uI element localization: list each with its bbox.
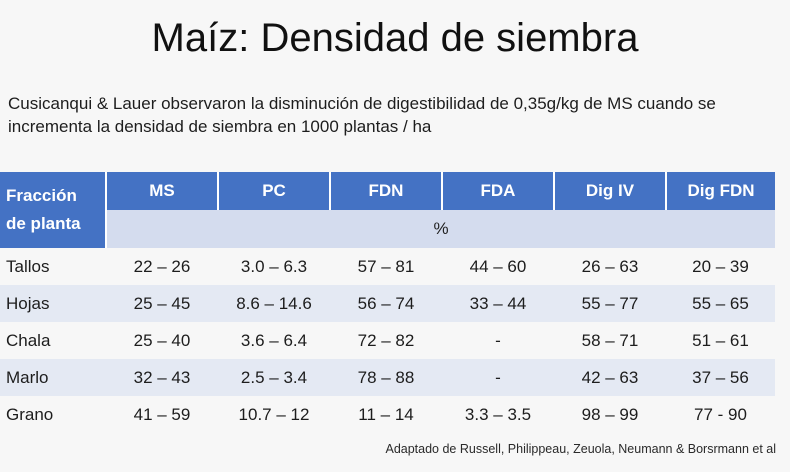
column-header-dig-fdn: Dig FDN <box>665 172 775 210</box>
row-label: Hojas <box>0 285 106 322</box>
table-cell: 3.0 – 6.3 <box>240 256 308 276</box>
table-cell: 55 – 77 <box>554 285 666 322</box>
column-header-ms: MS <box>105 172 218 210</box>
table-cell: 51 – 61 <box>692 330 749 350</box>
table-cell: 10.7 – 12 <box>238 404 310 424</box>
corner-label-line2: de planta <box>6 214 81 233</box>
table-cell: 37 – 56 <box>666 359 775 396</box>
table-cell: 56 – 74 <box>330 285 442 322</box>
table-cell: 8.6 – 14.6 <box>218 285 330 322</box>
table-cell: 33 – 44 <box>442 285 554 322</box>
unit-row: % <box>0 210 775 248</box>
table-cell: 3.6 – 6.4 <box>240 330 308 350</box>
table-cell: - <box>495 330 501 350</box>
corner-header: Fracción de planta <box>0 172 107 248</box>
table-row: Chala 25 – 40 3.6 – 6.4 72 – 82 - 58 – 7… <box>0 322 775 359</box>
row-label: Tallos <box>6 256 50 276</box>
table-cell: 2.5 – 3.4 <box>218 359 330 396</box>
table-cell: 44 – 60 <box>469 256 527 276</box>
table-cell: 98 – 99 <box>581 404 639 424</box>
intro-text: Cusicanqui & Lauer observaron la disminu… <box>8 94 716 136</box>
table-cell: 42 – 63 <box>554 359 666 396</box>
table-cell: 3.3 – 3.5 <box>464 404 532 424</box>
table-cell: 11 – 14 <box>358 404 414 424</box>
table-cell: 78 – 88 <box>330 359 442 396</box>
table-cell: 26 – 63 <box>581 256 639 276</box>
table-cell: 77 - 90 <box>694 404 747 424</box>
table-cell: 22 – 26 <box>133 256 191 276</box>
composition-table: Fracción de planta MS PC FDN FDA Dig IV … <box>0 172 775 433</box>
unit-label: % <box>106 210 775 248</box>
column-header-fdn: FDN <box>329 172 442 210</box>
table-row: Hojas 25 – 45 8.6 – 14.6 56 – 74 33 – 44… <box>0 285 775 322</box>
table-cell: 41 – 59 <box>133 404 191 424</box>
row-label: Marlo <box>0 359 106 396</box>
table-cell: - <box>442 359 554 396</box>
row-label: Grano <box>6 404 54 424</box>
table-row: Grano 41 – 59 10.7 – 12 11 – 14 3.3 – 3.… <box>0 396 775 433</box>
table-cell: 25 – 45 <box>106 285 218 322</box>
table-cell: 57 – 81 <box>357 256 415 276</box>
row-label: Chala <box>6 330 51 350</box>
column-header-pc: PC <box>217 172 330 210</box>
table-row: Tallos 22 – 26 3.0 – 6.3 57 – 81 44 – 60… <box>0 248 775 285</box>
table-cell: 55 – 65 <box>666 285 775 322</box>
column-header-fda: FDA <box>441 172 554 210</box>
table-cell: 32 – 43 <box>106 359 218 396</box>
table-cell: 20 – 39 <box>692 256 749 276</box>
corner-label-line1: Fracción <box>6 186 77 205</box>
table-cell: 58 – 71 <box>581 330 639 350</box>
header-row: Fracción de planta MS PC FDN FDA Dig IV … <box>0 172 775 248</box>
source-note: Adaptado de Russell, Philippeau, Zeuola,… <box>385 442 776 456</box>
table-cell: 25 – 40 <box>133 330 191 350</box>
column-header-dig-iv: Dig IV <box>553 172 666 210</box>
table-row: Marlo 32 – 43 2.5 – 3.4 78 – 88 - 42 – 6… <box>0 359 775 396</box>
slide-title: Maíz: Densidad de siembra <box>151 16 639 60</box>
table-cell: 72 – 82 <box>357 330 415 350</box>
